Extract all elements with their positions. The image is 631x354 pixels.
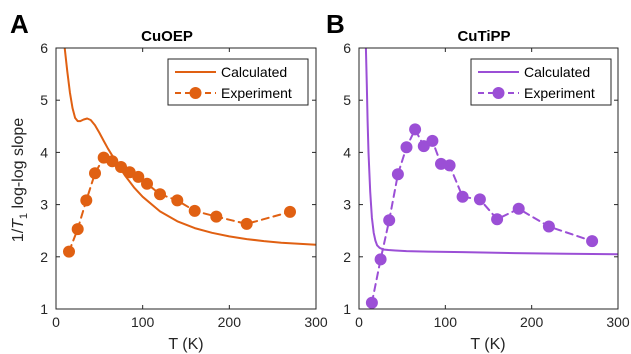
panel-b-y-tick-label: 3 <box>343 197 351 213</box>
panel-b-axes-box <box>358 47 619 310</box>
panel-a: A CuOEP 0 100 200 300 1 2 3 4 5 6 T (K) Calculate… <box>10 9 328 353</box>
panel-b-letter: B <box>326 9 345 39</box>
panel-b-experiment-point <box>512 202 525 215</box>
panel-b-y-tick-label: 5 <box>343 92 351 108</box>
panel-a-experiment-point <box>284 205 296 218</box>
panel-b-experiment-point <box>456 190 469 203</box>
panel-a-experiment-point <box>63 245 75 258</box>
panel-b-experiment-point <box>400 141 413 154</box>
panel-b-experiment-point <box>443 159 456 172</box>
panel-a-x-axis-label: T (K) <box>168 336 203 353</box>
panel-b-experiment-point <box>383 214 396 227</box>
panel-b-plot <box>364 48 618 309</box>
panel-b-experiment-point <box>542 220 555 233</box>
panel-a-title: CuOEP <box>141 28 193 45</box>
panel-b-experiment-line <box>370 128 594 304</box>
panel-a-y-tick-label: 6 <box>40 40 48 56</box>
panel-b-legend-calculated-label: Calculated <box>524 64 590 80</box>
panel-b-title: CuTiPP <box>457 28 510 45</box>
panel-b-y-tick-label: 2 <box>343 249 351 265</box>
panel-b-y-tick-label: 1 <box>343 301 351 317</box>
panel-b-experiment-point <box>417 140 430 153</box>
panel-b-experiment-point <box>491 213 504 226</box>
panel-b-experiment-point <box>409 123 422 136</box>
panel-a-y-tick-label: 3 <box>40 197 48 213</box>
panel-a-legend-box <box>167 58 309 106</box>
panel-a-experiment-point <box>89 167 101 180</box>
y-axis-label: 1/T1 log-log slope <box>10 118 30 243</box>
panel-a-legend-calculated-label: Calculated <box>221 64 287 80</box>
panel-b-legend-experiment-marker <box>492 87 505 99</box>
panel-a-legend-experiment-marker <box>189 87 202 99</box>
panel-a-x-tick-label: 300 <box>304 314 328 330</box>
panel-b-x-tick-label: 100 <box>434 314 458 330</box>
panel-b-x-tick-label: 300 <box>606 314 630 330</box>
panel-a-experiment-point <box>171 194 184 207</box>
panel-a-y-tick-label: 4 <box>40 144 48 160</box>
panel-a-y-tick-label: 5 <box>40 92 48 108</box>
panel-b-y-tick-label: 6 <box>343 40 351 56</box>
panel-b-legend: Calculated Experiment <box>470 58 612 106</box>
panel-b-experiment-point <box>365 296 378 309</box>
panel-a-experiment-point <box>71 223 84 236</box>
panel-b-legend-box <box>470 58 612 106</box>
panel-a-experiment-point <box>240 217 253 230</box>
panel-a-experiment-point <box>154 188 166 201</box>
panel-a-x-tick-label: 100 <box>131 314 155 330</box>
panel-a-legend-experiment-label: Experiment <box>221 85 292 101</box>
panel-a-experiment-point <box>115 161 127 173</box>
panel-a-experiment-point <box>210 210 223 223</box>
panel-b-x-tick-label: 200 <box>520 314 544 330</box>
panel-b-x-tick-label: 0 <box>355 314 363 330</box>
panel-b-experiment-point <box>391 168 404 181</box>
panel-b-axes: 0 100 200 300 1 2 3 4 5 6 <box>343 40 630 330</box>
panel-a-experiment-point <box>141 177 153 190</box>
panel-a-legend: Calculated Experiment <box>167 58 309 106</box>
panel-a-plot <box>63 48 316 258</box>
panel-a-experiment-point <box>106 155 119 168</box>
panel-a-x-tick-label: 0 <box>52 314 60 330</box>
panel-b-x-axis-label: T (K) <box>470 336 505 353</box>
panel-b: B CuTiPP 0 100 200 300 1 2 3 4 5 6 T (K) Calculat… <box>326 9 630 353</box>
panel-b-legend-experiment-label: Experiment <box>524 85 595 101</box>
panel-b-calculated-line <box>364 48 618 256</box>
panel-b-experiment-point <box>473 193 486 206</box>
panel-b-experiment-point <box>586 235 599 248</box>
panel-a-experiment-point <box>188 204 201 217</box>
panel-a-axes-box <box>55 47 317 310</box>
panel-a-experiment-point <box>132 170 145 183</box>
panel-a-axes: 0 100 200 300 1 2 3 4 5 6 <box>40 40 328 330</box>
panel-a-y-tick-label: 1 <box>40 301 48 317</box>
panel-b-experiment-point <box>426 134 439 147</box>
panel-a-experiment-point <box>80 194 93 207</box>
panel-a-x-tick-label: 200 <box>218 314 242 330</box>
panel-b-y-tick-label: 4 <box>343 144 351 160</box>
panel-a-letter: A <box>10 9 29 39</box>
panel-b-experiment-point <box>374 253 387 266</box>
panel-a-y-tick-label: 2 <box>40 249 48 265</box>
